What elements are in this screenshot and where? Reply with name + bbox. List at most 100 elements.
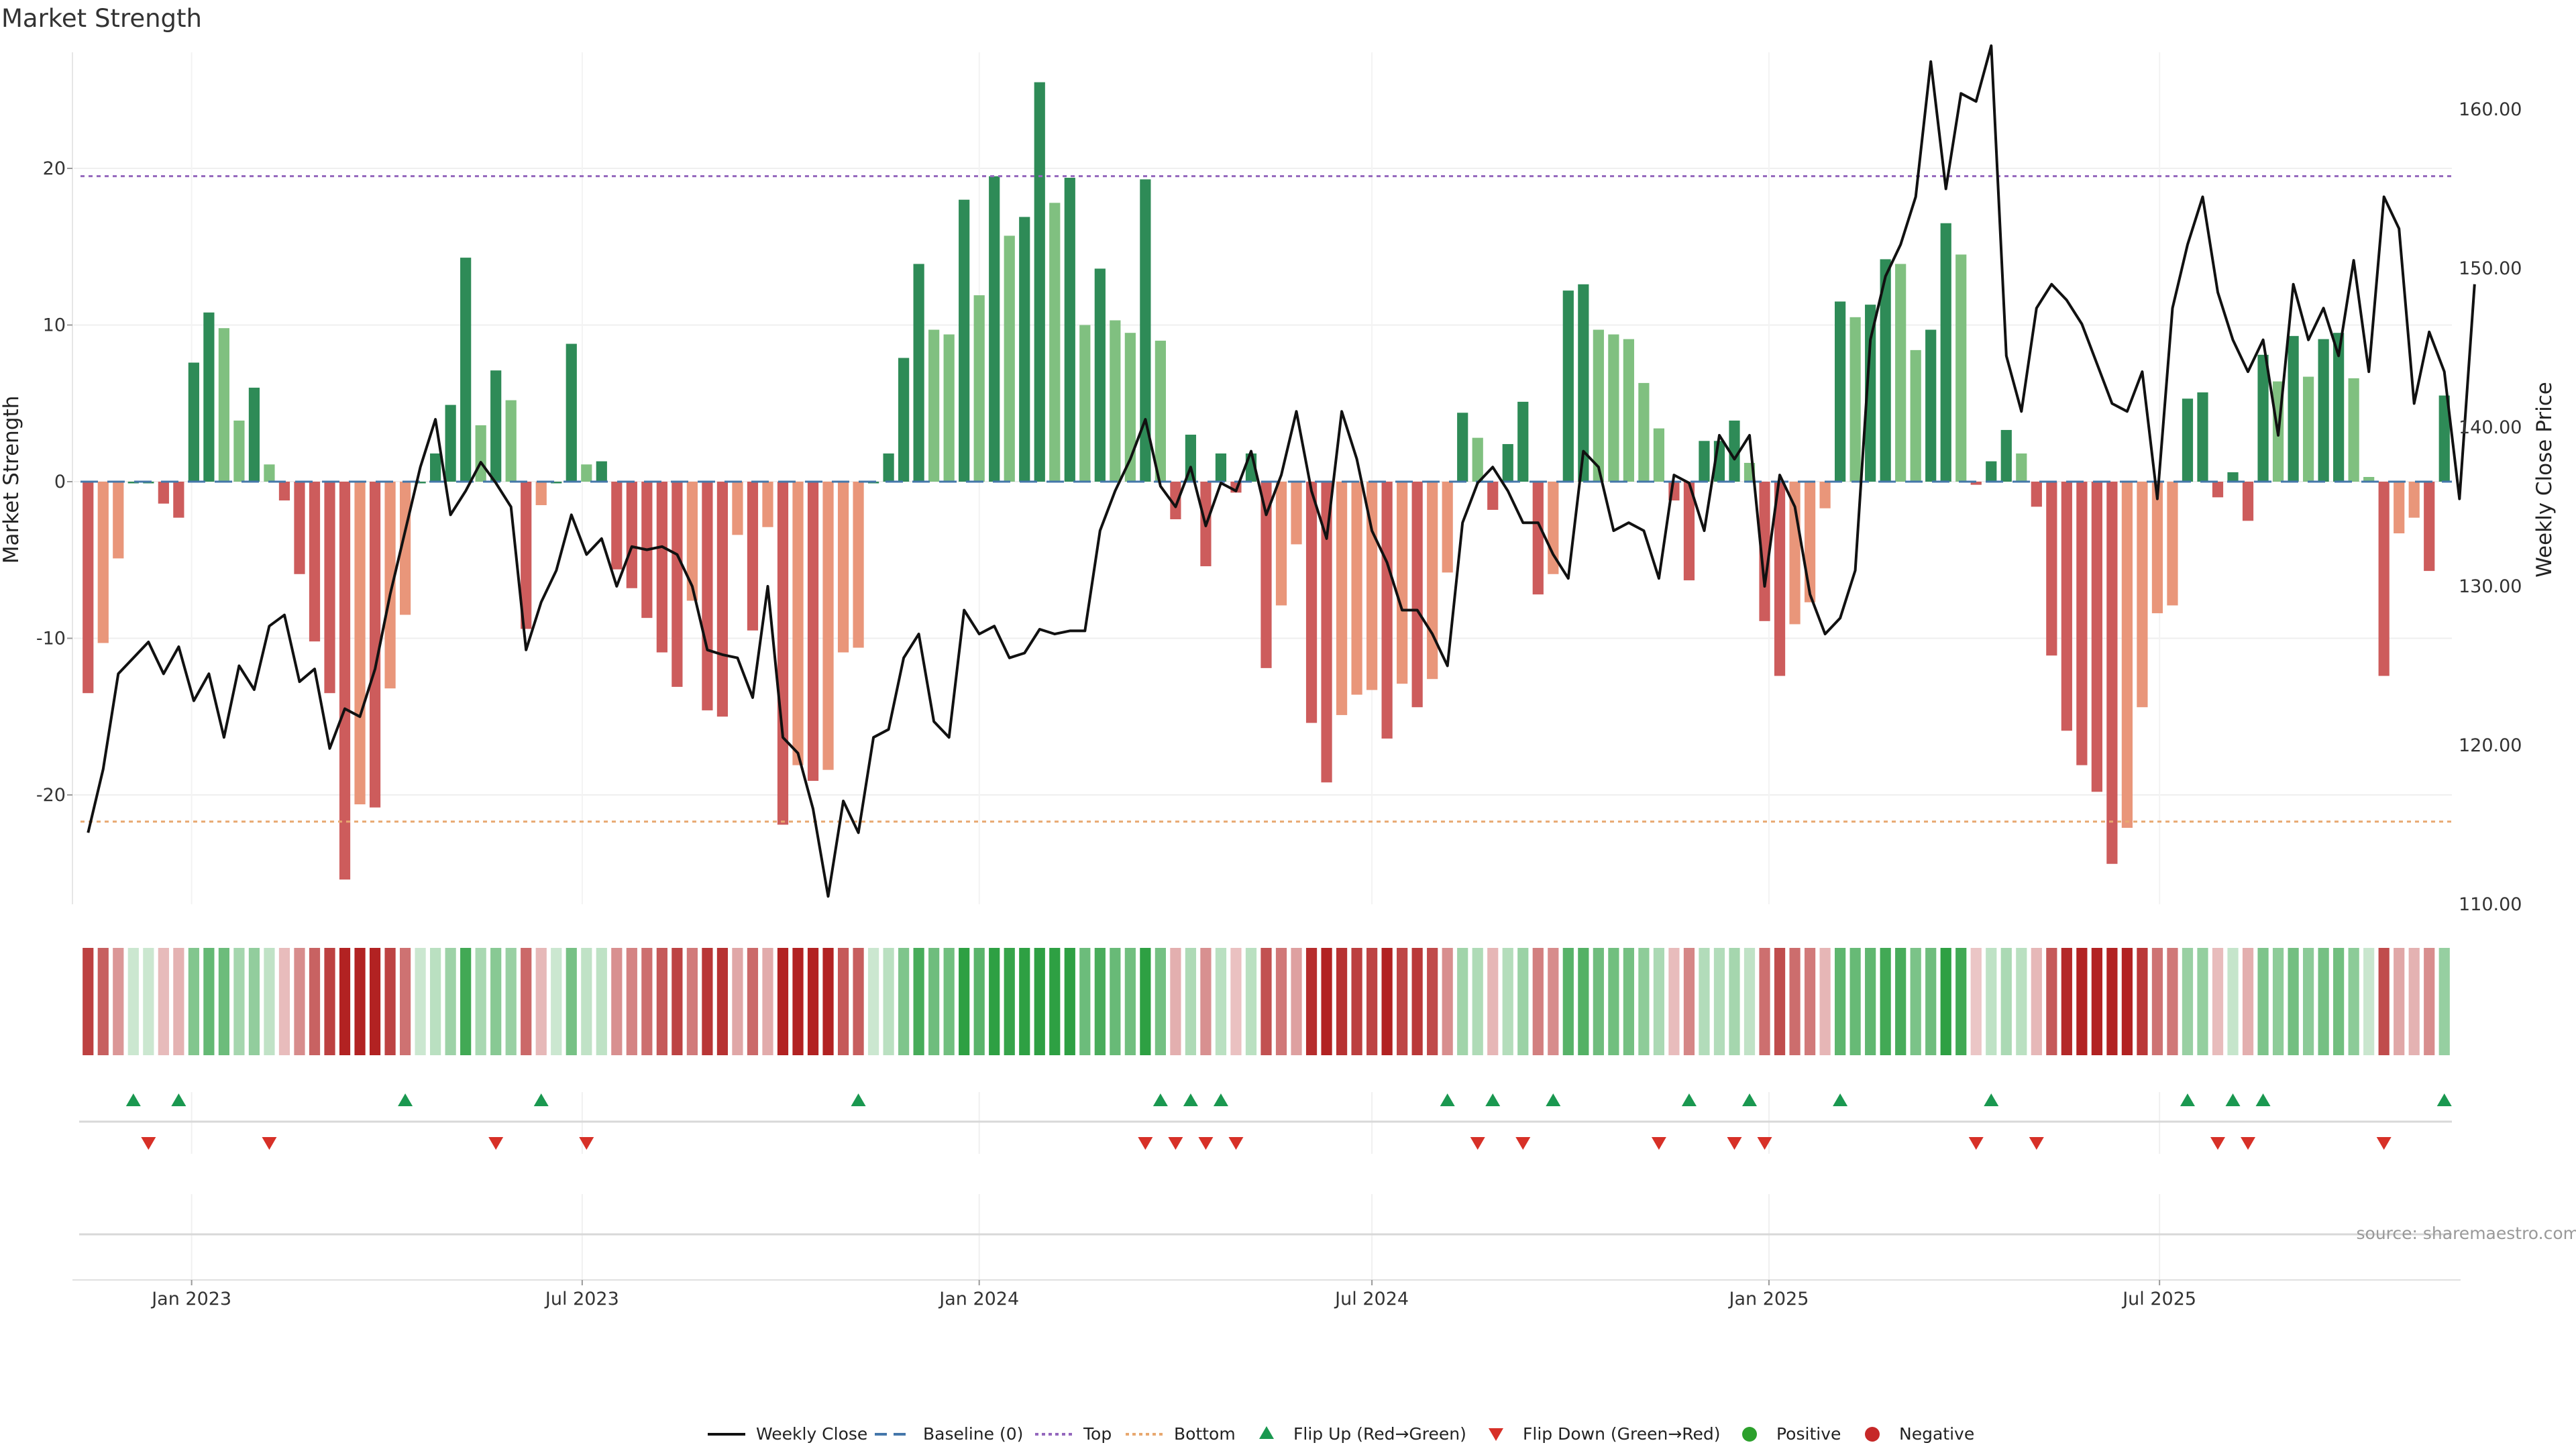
strength-bar [324, 482, 335, 694]
flip-up-marker [851, 1093, 866, 1106]
strip-cell [1079, 948, 1091, 1055]
strip-cell [1578, 948, 1589, 1055]
flip-down-marker [2241, 1137, 2256, 1150]
strength-bar [475, 425, 486, 482]
left-axis-ticks: -20 -10 0 10 20 [36, 158, 72, 806]
strength-bar [2197, 392, 2208, 482]
strip-cell [1155, 948, 1166, 1055]
strip-cell [2408, 948, 2420, 1055]
flips-panel [79, 1093, 2452, 1150]
strip-cell [641, 948, 653, 1055]
strip-cell [1397, 948, 1408, 1055]
strip-cell [928, 948, 940, 1055]
strip-cell [1291, 948, 1302, 1055]
strip-cell [596, 948, 607, 1055]
strip-cell [2348, 948, 2359, 1055]
strip-cell [1170, 948, 1181, 1055]
strip-cell [2363, 948, 2375, 1055]
strength-bar [505, 400, 517, 482]
strength-bar [1925, 329, 1937, 482]
strip-cell [460, 948, 472, 1055]
flip-down-marker [1470, 1137, 1485, 1150]
strip-cell [535, 948, 547, 1055]
strength-bar [1321, 482, 1332, 783]
source-note: source: sharemaestro.com [2357, 1224, 2576, 1243]
strip-cell [1532, 948, 1544, 1055]
flip-up-marker [1152, 1093, 1168, 1106]
strip-cell [867, 948, 879, 1055]
strip-cell [1789, 948, 1801, 1055]
strip-cell [1608, 948, 1619, 1055]
strength-bar [278, 482, 290, 501]
strength-bar [1305, 482, 1318, 723]
strip-cell [1275, 948, 1287, 1055]
strength-bar [2137, 482, 2148, 708]
strength-bar [686, 482, 698, 601]
flip-down-marker [2210, 1137, 2226, 1150]
legend-label: Baseline (0) [923, 1424, 1023, 1444]
strength-bar [521, 482, 532, 629]
strip-cell [324, 948, 335, 1055]
strip-cell [807, 948, 819, 1055]
flip-down-marker [1198, 1137, 1214, 1150]
strength-bar [1578, 284, 1589, 482]
strip-cell [1834, 948, 1846, 1055]
weekly-close-line [87, 44, 2476, 898]
strength-bar [294, 482, 305, 574]
legend-label: Weekly Close [756, 1424, 867, 1444]
strength-bar [1819, 482, 1831, 508]
strength-heat-strip [83, 948, 2450, 1055]
legend-label: Bottom [1174, 1424, 1236, 1444]
strength-bar [1774, 482, 1786, 676]
y-tick-label: 0 [54, 472, 66, 492]
strength-bar [309, 482, 321, 642]
flip-up-marker [2255, 1093, 2271, 1106]
strength-bar [1397, 482, 1408, 684]
strip-cell [278, 948, 290, 1055]
strength-bar [218, 328, 230, 482]
strip-cell [1910, 948, 1921, 1055]
strip-cell [1970, 948, 1982, 1055]
strength-bar [672, 482, 683, 687]
x-tick-label: Jul 2025 [2121, 1289, 2196, 1309]
strip-cell [2061, 948, 2072, 1055]
strength-bar [1849, 317, 1861, 482]
strength-bar [1699, 441, 1710, 482]
strip-cell [898, 948, 910, 1055]
strength-bar [656, 482, 667, 653]
strip-cell [1321, 948, 1332, 1055]
strip-cell [1336, 948, 1348, 1055]
strength-bar [1110, 320, 1121, 482]
strip-cell [913, 948, 924, 1055]
strength-bar [354, 482, 366, 805]
strength-bar [2363, 476, 2375, 482]
strip-cell [853, 948, 864, 1055]
strength-bar [83, 482, 94, 694]
strip-cell [173, 948, 184, 1055]
flip-up-marker [2180, 1093, 2195, 1106]
strip-cell [943, 948, 955, 1055]
strength-bar [792, 482, 804, 765]
strip-cell [2121, 948, 2133, 1055]
strength-bar [747, 482, 759, 631]
strip-cell [1895, 948, 1907, 1055]
strength-bar [1940, 223, 1951, 482]
lower-panel: source: sharemaestro.com [72, 1224, 2576, 1281]
right-tick-label: 160.00 [2459, 99, 2522, 120]
strength-bar [928, 329, 940, 482]
strength-bar [853, 482, 864, 648]
strip-cell [203, 948, 215, 1055]
flip-up-marker [1742, 1093, 1758, 1106]
strip-cell [158, 948, 169, 1055]
strip-cell [1774, 948, 1786, 1055]
x-tick-label: Jan 2025 [1727, 1289, 1809, 1309]
y-tick-label: 10 [43, 315, 66, 336]
strip-cell [354, 948, 366, 1055]
strength-bar [1004, 235, 1015, 482]
flip-down-marker [141, 1137, 156, 1150]
strip-cell [1986, 948, 1997, 1055]
strength-bar [943, 334, 955, 482]
strip-cell [1653, 948, 1665, 1055]
strip-cell [1140, 948, 1151, 1055]
strip-cell [1638, 948, 1650, 1055]
